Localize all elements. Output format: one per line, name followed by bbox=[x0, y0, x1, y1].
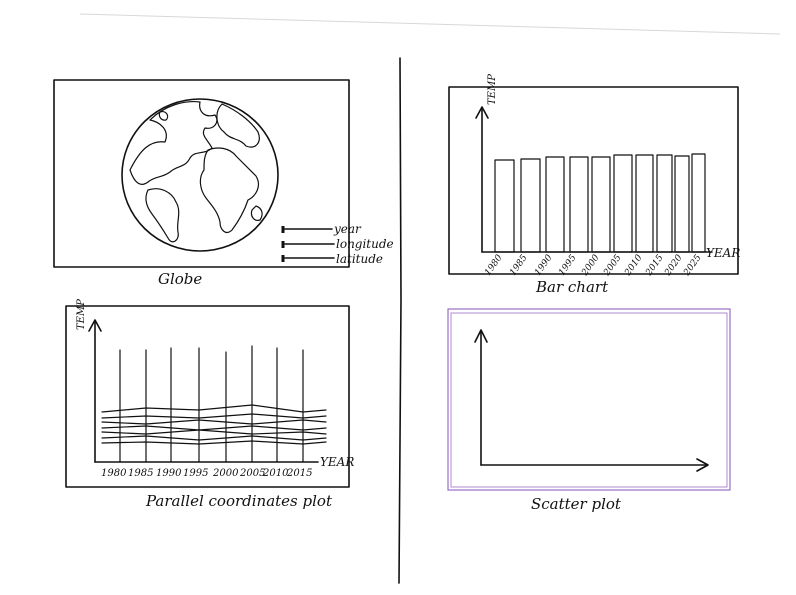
bar-2005 bbox=[613, 154, 633, 253]
bar-chart-caption: Bar chart bbox=[536, 278, 609, 296]
parallel-tick: 1985 bbox=[128, 468, 153, 479]
bar-2015 bbox=[656, 154, 673, 253]
parallel-axes bbox=[119, 345, 304, 463]
bar-2025 bbox=[691, 153, 706, 253]
scatter-frame-inner bbox=[450, 312, 728, 488]
parallel-x-label: YEAR bbox=[320, 455, 354, 469]
bar-1995 bbox=[569, 156, 589, 253]
scatter-x-arrow bbox=[696, 458, 709, 472]
parallel-x-ticks: 1980 1985 1990 1995 2000 2005 2010 2015 bbox=[101, 468, 312, 479]
globe-caption: Globe bbox=[158, 270, 203, 288]
globe-legend: year longitude latitude bbox=[281, 222, 394, 266]
parallel-y-arrow bbox=[88, 319, 102, 332]
center-divider bbox=[398, 57, 402, 584]
parallel-frame bbox=[65, 305, 350, 488]
parallel-tick: 1980 bbox=[101, 468, 127, 479]
bar-x-label: YEAR bbox=[706, 246, 740, 260]
globe-frame bbox=[53, 79, 350, 268]
globe-icon[interactable] bbox=[121, 98, 279, 252]
legend-year: year bbox=[333, 222, 362, 236]
parallel-tick: 1990 bbox=[156, 468, 182, 479]
scatter-y-arrow bbox=[474, 329, 488, 343]
parallel-tick: 2010 bbox=[262, 468, 289, 479]
bar-y-arrow bbox=[475, 106, 489, 119]
parallel-tick: 1995 bbox=[183, 468, 208, 479]
legend-latitude: latitude bbox=[336, 252, 383, 266]
scatter-caption: Scatter plot bbox=[531, 495, 621, 513]
bar-chart-panel: TEMP YEAR 1980 1985 1990 1995 2000 2005 … bbox=[448, 74, 740, 279]
parallel-tick: 2015 bbox=[286, 468, 312, 479]
bar-1985 bbox=[520, 158, 541, 253]
parallel-tick: 2005 bbox=[239, 468, 265, 479]
parallel-lines bbox=[101, 404, 327, 445]
scatter-frame-outer bbox=[447, 308, 731, 491]
parallel-tick: 2000 bbox=[212, 468, 239, 479]
bar-2000 bbox=[591, 156, 611, 253]
bar-1980 bbox=[494, 159, 515, 253]
parallel-plot-panel: TEMP YEAR 1980 1985 199 bbox=[65, 299, 354, 488]
parallel-y-label: TEMP bbox=[76, 299, 87, 330]
parallel-caption: Parallel coordinates plot bbox=[146, 492, 332, 510]
globe-panel: year longitude latitude bbox=[53, 79, 394, 268]
bar-1990 bbox=[545, 156, 565, 253]
bar-chart-frame bbox=[448, 86, 739, 275]
bar-2010 bbox=[635, 154, 654, 253]
bar-2020 bbox=[674, 155, 690, 253]
bar-group bbox=[494, 153, 706, 253]
scatter-plot-panel bbox=[447, 308, 731, 491]
legend-longitude: longitude bbox=[336, 237, 394, 251]
bar-y-label: TEMP bbox=[487, 74, 498, 105]
